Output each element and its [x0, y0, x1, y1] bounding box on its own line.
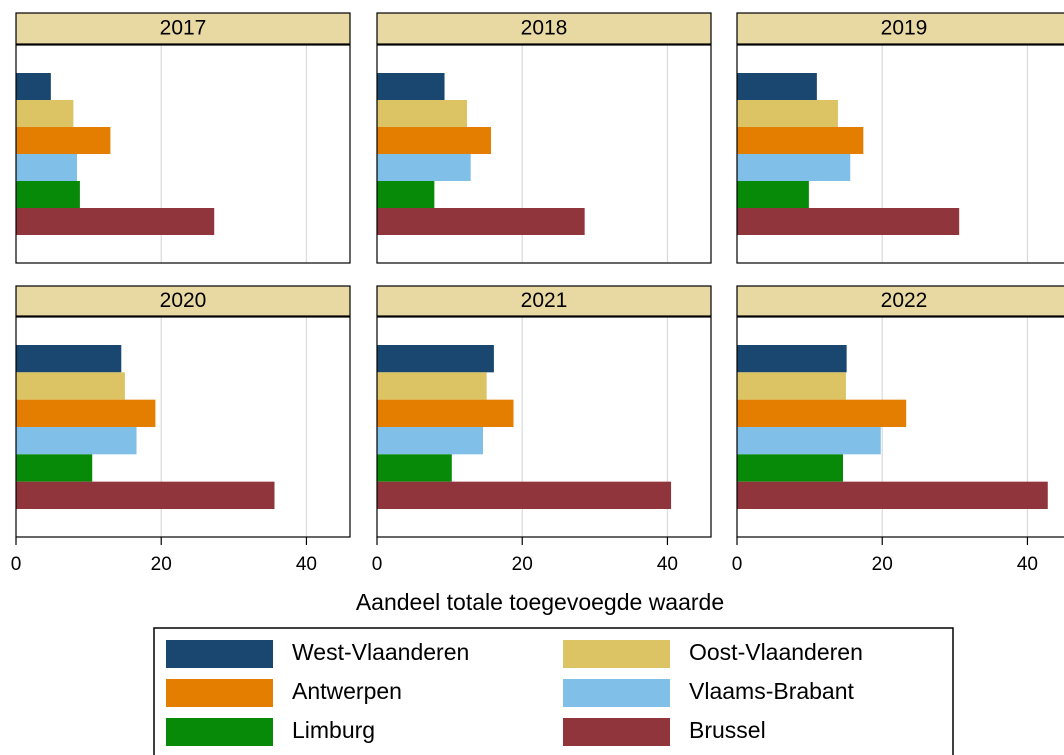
x-tick-label: 0: [372, 554, 383, 575]
legend-label: Oost-Vlaanderen: [689, 639, 863, 665]
legend-swatch: [563, 718, 670, 746]
x-tick-label: 0: [732, 554, 743, 575]
bar: [737, 208, 960, 235]
panel-frame: [15, 316, 351, 538]
legend-swatch: [563, 679, 670, 707]
bar: [377, 154, 471, 181]
panel-strip: [376, 285, 712, 317]
bar: [377, 127, 491, 154]
panel-frame: [15, 44, 351, 264]
panel-strip: [15, 12, 351, 45]
x-tick-label: 0: [11, 554, 22, 575]
bar: [16, 454, 93, 482]
panel-title: 2021: [521, 289, 568, 312]
legend-swatch: [166, 679, 273, 707]
legend-swatch: [166, 718, 273, 746]
legend-label: Limburg: [292, 717, 375, 743]
panel-strip: [15, 285, 351, 317]
bar: [16, 181, 80, 208]
bar: [737, 127, 864, 154]
panel-strip: [736, 285, 1064, 317]
bar: [377, 100, 468, 127]
x-tick-label: 40: [296, 554, 317, 575]
bar: [377, 481, 672, 509]
bar: [377, 427, 484, 455]
bar: [377, 73, 445, 100]
bar: [16, 427, 137, 455]
bar: [737, 481, 1048, 509]
bar: [737, 454, 844, 482]
panel-frame: [736, 316, 1064, 538]
bar: [737, 399, 907, 427]
x-tick-label: 20: [151, 554, 172, 575]
legend-label: West-Vlaanderen: [292, 639, 469, 665]
bar: [737, 427, 881, 455]
legend-label: Brussel: [689, 717, 766, 743]
bar: [16, 100, 74, 127]
bar: [737, 345, 847, 373]
x-tick-label: 40: [1017, 554, 1038, 575]
bar: [16, 127, 111, 154]
bar: [737, 372, 846, 400]
bar: [377, 345, 494, 373]
x-tick-label: 40: [657, 554, 678, 575]
bar: [16, 481, 275, 509]
panel-title: 2019: [881, 17, 928, 40]
bar: [16, 372, 125, 400]
legend-label: Vlaams-Brabant: [689, 678, 855, 704]
panel-frame: [376, 316, 712, 538]
panel-frame: [736, 44, 1064, 264]
bar: [737, 154, 851, 181]
bar: [377, 399, 514, 427]
x-tick-label: 20: [872, 554, 893, 575]
bar: [16, 154, 77, 181]
x-axis-label: Aandeel totale toegevoegde waarde: [356, 589, 724, 615]
x-tick-label: 20: [512, 554, 533, 575]
bar: [377, 454, 452, 482]
bar: [377, 181, 435, 208]
bar: [737, 100, 838, 127]
bar: [16, 73, 51, 100]
legend-box: [153, 627, 954, 755]
legend-swatch: [166, 640, 273, 668]
panel-frame: [376, 44, 712, 264]
bar: [377, 208, 585, 235]
panel-title: 2017: [160, 17, 207, 40]
bar: [16, 345, 122, 373]
panel-title: 2022: [881, 289, 928, 312]
bar: [377, 372, 487, 400]
panel-title: 2020: [160, 289, 207, 312]
legend-label: Antwerpen: [292, 678, 402, 704]
panel-strip: [736, 12, 1064, 45]
bar: [16, 208, 215, 235]
bar: [16, 399, 156, 427]
bar: [737, 73, 817, 100]
bar: [737, 181, 809, 208]
panel-strip: [376, 12, 712, 45]
panel-title: 2018: [521, 17, 568, 40]
legend-swatch: [563, 640, 670, 668]
